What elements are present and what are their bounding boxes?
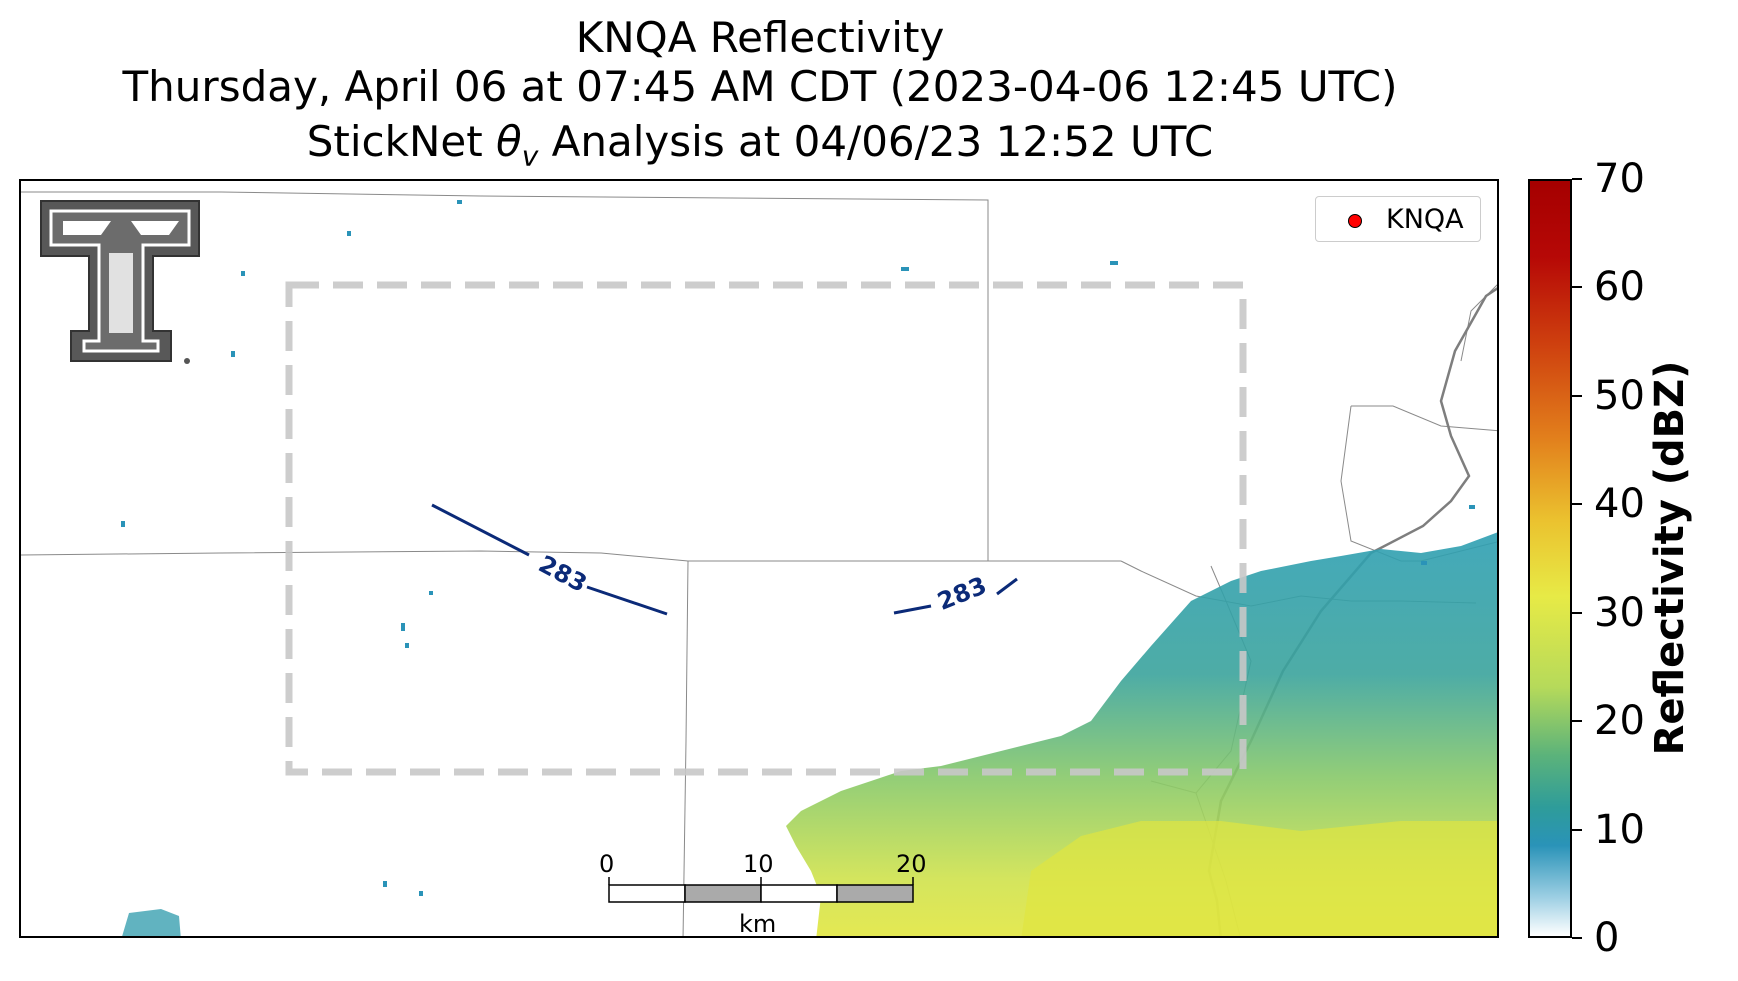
colorbar-tick-label: 70 <box>1594 156 1645 202</box>
colorbar-tick-mark <box>1572 611 1582 614</box>
theta-symbol: θ <box>496 117 522 166</box>
theta-contours <box>431 503 1018 616</box>
colorbar-tick-mark <box>1572 937 1582 939</box>
reflectivity-colorbar <box>1528 179 1572 938</box>
map-title: KNQA Reflectivity <box>575 13 945 62</box>
scale-unit-label: km <box>739 910 777 938</box>
colorbar-tick-mark <box>1572 828 1582 831</box>
colorbar-tick-mark <box>1572 178 1582 180</box>
scale-label-10: 10 <box>743 850 774 878</box>
colorbar-tick-mark <box>1572 720 1582 723</box>
radar-map[interactable]: 283 283 <box>19 179 1499 938</box>
colorbar-tick-mark <box>1572 503 1582 506</box>
colorbar-tick-label: 60 <box>1594 264 1645 311</box>
colorbar-tick-label: 30 <box>1594 589 1645 636</box>
scale-label-0: 0 <box>599 850 615 878</box>
contour-label-2: 283 <box>934 571 991 616</box>
analysis-prefix: StickNet <box>306 117 497 166</box>
map-subtitle-analysis: StickNet θv Analysis at 04/06/23 12:52 U… <box>0 118 1520 180</box>
colorbar-tick-mark <box>1572 286 1582 289</box>
texas-tech-logo-icon <box>40 200 200 364</box>
colorbar-tick-label: 20 <box>1594 698 1645 745</box>
theta-subscript: v <box>521 139 539 173</box>
contour-label-1: 283 <box>534 550 591 598</box>
colorbar-tick-label: 0 <box>1594 915 1620 961</box>
map-subtitle-datetime: Thursday, April 06 at 07:45 AM CDT (2023… <box>122 62 1398 111</box>
legend-label: KNQA <box>1386 204 1464 235</box>
colorbar-tick-label: 40 <box>1594 481 1645 528</box>
colorbar-tick-label: 10 <box>1594 806 1645 853</box>
radar-site-marker-icon <box>1348 214 1362 228</box>
analysis-suffix: Analysis at 04/06/23 12:52 UTC <box>538 117 1214 166</box>
map-legend: KNQA <box>1315 196 1481 242</box>
colorbar-tick-mark <box>1572 394 1582 397</box>
colorbar-tick-label: 50 <box>1594 372 1645 419</box>
scale-bar <box>608 877 914 903</box>
scale-label-20: 20 <box>896 850 927 878</box>
map-canvas: 283 283 <box>21 191 1497 936</box>
colorbar-label: Reflectivity (dBZ) <box>1647 360 1693 756</box>
radar-echoes <box>121 200 1497 936</box>
analysis-domain-box <box>285 281 1247 776</box>
